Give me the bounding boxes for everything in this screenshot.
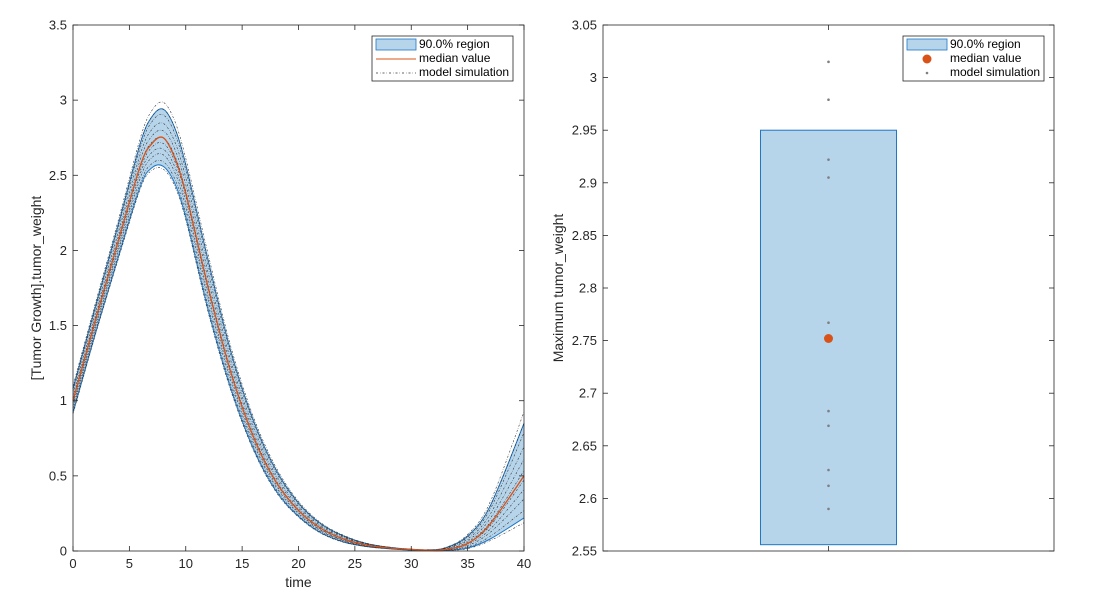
left-y-tick-label: 3 xyxy=(60,93,67,108)
left-x-ticks: 0 5 10 15 20 25 30 35 40 xyxy=(69,25,531,571)
right-simulation-point xyxy=(827,158,830,161)
right-legend-region-swatch xyxy=(906,38,948,51)
left-y-tick-label: 0 xyxy=(60,544,67,559)
right-simulation-point xyxy=(827,409,830,413)
right-y-tick-label: 2.75 xyxy=(572,333,597,348)
left-x-tick-label: 40 xyxy=(517,556,531,571)
left-y-tick-label: 1 xyxy=(60,393,67,408)
right-y-tick-label: 2.55 xyxy=(572,544,597,559)
right-legend-median-label: median value xyxy=(950,51,1022,65)
right-simulation-point xyxy=(827,98,830,101)
left-y-axis-title: [Tumor Growth].tumor_weight xyxy=(28,196,44,381)
right-simulation-point xyxy=(827,507,830,511)
right-legend-median-swatch xyxy=(922,54,932,64)
left-x-tick-label: 10 xyxy=(179,556,193,571)
right-chart: 2.55 2.6 2.65 2.7 2.75 2.8 2.85 2.9 2.95 3 3.05 Ma… xyxy=(550,18,1055,559)
right-y-tick-label: 2.6 xyxy=(579,491,597,506)
right-simulation-point xyxy=(827,321,830,325)
left-y-tick-label: 2 xyxy=(60,243,67,258)
right-simulation-point xyxy=(827,424,830,428)
left-y-tick-label: 0.5 xyxy=(49,468,67,483)
right-y-tick-label: 2.85 xyxy=(572,228,597,243)
left-chart: 0 5 10 15 20 25 30 35 40 0 0.5 1 1.5 2 2.5 3 3.5 time [… xyxy=(28,18,531,591)
left-x-tick-label: 35 xyxy=(460,556,474,571)
left-simulation-line xyxy=(72,114,525,551)
right-y-tick-label: 3.05 xyxy=(572,18,597,33)
left-x-tick-label: 15 xyxy=(235,556,249,571)
right-y-tick-label: 3 xyxy=(590,70,597,85)
left-y-tick-label: 1.5 xyxy=(49,318,67,333)
right-y-axis-title: Maximum tumor_weight xyxy=(550,214,566,363)
left-legend-region-label: 90.0% region xyxy=(419,37,490,51)
left-x-tick-label: 0 xyxy=(69,556,76,571)
right-legend-region-label: 90.0% region xyxy=(950,37,1021,51)
right-y-tick-label: 2.65 xyxy=(572,438,597,453)
right-y-tick-label: 2.9 xyxy=(579,175,597,190)
left-x-tick-label: 25 xyxy=(348,556,362,571)
right-simulation-point xyxy=(827,176,830,179)
left-x-tick-label: 5 xyxy=(126,556,133,571)
left-legend-region-swatch xyxy=(375,38,417,51)
right-simulation-point xyxy=(827,484,830,488)
right-simulation-point xyxy=(827,60,830,64)
left-y-tick-label: 3.5 xyxy=(49,18,67,33)
left-median-series xyxy=(72,136,525,551)
right-legend-sim-swatch xyxy=(925,71,929,75)
left-x-tick-label: 20 xyxy=(291,556,305,571)
right-simulations xyxy=(827,60,830,511)
right-y-tick-label: 2.7 xyxy=(579,386,597,401)
right-simulation-point xyxy=(827,468,830,472)
left-median-line xyxy=(72,136,525,551)
left-legend: 90.0% region median value model simulati… xyxy=(371,35,514,82)
left-y-tick-label: 2.5 xyxy=(49,168,67,183)
left-x-tick-label: 30 xyxy=(404,556,418,571)
left-plot-area xyxy=(73,25,524,551)
left-legend-median-label: median value xyxy=(419,51,491,65)
left-x-axis-title: time xyxy=(285,574,312,590)
right-y-ticks: 2.55 2.6 2.65 2.7 2.75 2.8 2.85 2.9 2.95 3 3.05 xyxy=(572,18,1054,559)
left-y-ticks: 0 0.5 1 1.5 2 2.5 3 3.5 xyxy=(49,18,524,559)
right-y-tick-label: 2.95 xyxy=(572,123,597,138)
right-legend-sim-label: model simulation xyxy=(950,65,1040,79)
right-y-tick-label: 2.8 xyxy=(579,281,597,296)
right-median-point xyxy=(824,333,833,343)
left-legend-sim-label: model simulation xyxy=(419,65,509,79)
right-legend: 90.0% region median value model simulati… xyxy=(902,35,1045,82)
